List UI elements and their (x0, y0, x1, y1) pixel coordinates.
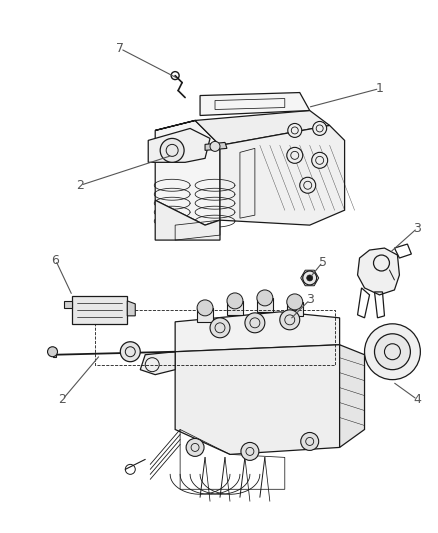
Circle shape (374, 334, 410, 370)
Circle shape (287, 148, 303, 163)
Circle shape (301, 432, 319, 450)
Polygon shape (140, 352, 175, 375)
Text: 1: 1 (375, 82, 383, 95)
Text: 2: 2 (59, 393, 67, 406)
Circle shape (186, 439, 204, 456)
Polygon shape (148, 128, 210, 163)
Polygon shape (197, 308, 213, 322)
Polygon shape (155, 120, 220, 225)
Circle shape (245, 313, 265, 333)
Polygon shape (175, 345, 339, 455)
Circle shape (227, 293, 243, 309)
Circle shape (280, 310, 300, 330)
Polygon shape (53, 348, 56, 357)
Circle shape (210, 141, 220, 151)
Circle shape (303, 271, 317, 285)
Circle shape (210, 318, 230, 338)
Polygon shape (339, 345, 364, 447)
Circle shape (300, 177, 316, 193)
Circle shape (257, 290, 273, 306)
Text: 3: 3 (413, 222, 421, 235)
Circle shape (48, 347, 57, 357)
Circle shape (287, 294, 303, 310)
Polygon shape (155, 110, 330, 146)
Circle shape (312, 152, 328, 168)
Polygon shape (205, 142, 227, 150)
Circle shape (307, 275, 313, 281)
Text: 6: 6 (52, 254, 60, 266)
Circle shape (288, 124, 302, 138)
Polygon shape (127, 301, 135, 316)
Polygon shape (227, 301, 243, 315)
Circle shape (160, 139, 184, 163)
Polygon shape (72, 296, 127, 324)
Polygon shape (155, 200, 220, 240)
Circle shape (197, 300, 213, 316)
Polygon shape (357, 248, 399, 295)
Text: 2: 2 (77, 179, 85, 192)
Text: 3: 3 (306, 293, 314, 306)
Polygon shape (257, 298, 273, 312)
Polygon shape (64, 301, 72, 308)
Polygon shape (220, 125, 345, 225)
Text: 7: 7 (117, 42, 124, 55)
Text: 4: 4 (413, 393, 421, 406)
Circle shape (364, 324, 420, 379)
Polygon shape (287, 302, 303, 316)
Polygon shape (200, 93, 310, 116)
Text: 5: 5 (319, 255, 327, 269)
Circle shape (120, 342, 140, 362)
Circle shape (241, 442, 259, 461)
Circle shape (313, 122, 327, 135)
Polygon shape (175, 312, 339, 352)
